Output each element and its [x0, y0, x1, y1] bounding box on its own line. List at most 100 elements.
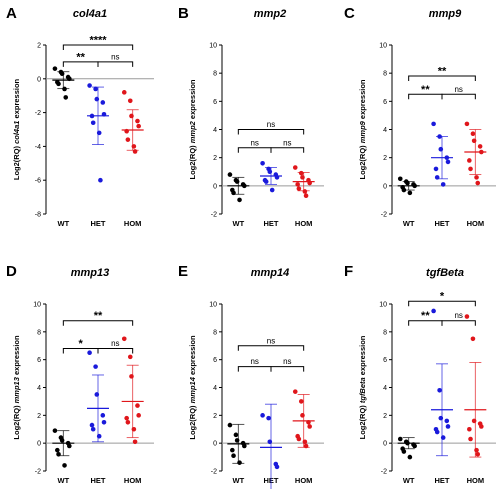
y-tick-label: 6 — [383, 99, 387, 106]
category-label: HOM — [467, 476, 485, 485]
y-tick-label: 4 — [383, 385, 387, 392]
data-point — [227, 172, 233, 177]
data-point — [87, 350, 92, 356]
y-tick-label: -2 — [211, 212, 217, 219]
y-axis-label: Log2(RQ) mmp2 expression — [188, 79, 197, 179]
significance-label: * — [440, 291, 445, 303]
data-point — [96, 130, 102, 136]
data-point — [438, 415, 444, 421]
category-label: HET — [435, 476, 450, 485]
panel-letter: C — [344, 5, 355, 22]
y-axis-label: Log2(RQ) mmp14 expression — [188, 335, 197, 440]
y-tick-label: 0 — [37, 76, 41, 83]
data-point — [94, 96, 100, 102]
y-tick-label: 10 — [379, 43, 387, 50]
data-point — [434, 175, 440, 180]
significance-label: ns — [250, 138, 258, 147]
data-point — [405, 180, 410, 186]
data-point — [121, 90, 127, 95]
data-point — [303, 443, 309, 449]
data-point — [93, 86, 98, 92]
data-point — [101, 111, 107, 117]
data-point — [62, 463, 67, 468]
data-point — [274, 175, 280, 180]
data-point — [296, 436, 302, 442]
data-point — [298, 399, 304, 404]
significance-label: ** — [438, 65, 447, 77]
significance-bracket — [408, 75, 476, 81]
data-point — [267, 439, 273, 445]
data-point — [129, 374, 134, 379]
y-tick-label: -8 — [35, 212, 41, 219]
y-tick-label: 6 — [383, 357, 387, 364]
data-point — [475, 180, 481, 186]
category-label: WT — [57, 476, 69, 485]
data-point — [267, 169, 273, 175]
data-point — [266, 415, 271, 421]
data-point — [440, 182, 446, 187]
data-point — [467, 426, 472, 432]
data-point — [121, 336, 127, 342]
y-tick-label: 2 — [383, 413, 387, 420]
data-point — [300, 413, 305, 418]
data-point — [234, 438, 240, 443]
category-label: HET — [91, 219, 106, 228]
data-point — [269, 187, 275, 193]
data-point — [90, 120, 96, 126]
data-point — [96, 433, 102, 439]
y-tick-label: 4 — [213, 127, 217, 134]
data-point — [98, 177, 103, 183]
data-point — [237, 197, 242, 203]
category-label: WT — [57, 219, 69, 228]
data-point — [471, 138, 477, 144]
panel-title: mmp2 — [254, 8, 286, 20]
y-tick-label: 8 — [37, 329, 41, 336]
data-point — [464, 314, 470, 319]
data-point — [474, 175, 479, 180]
y-axis-label: Log2(RQ) mmp9 expression — [358, 79, 367, 179]
data-point — [407, 454, 413, 460]
category-label: HOM — [124, 219, 142, 228]
data-point — [437, 134, 442, 139]
panel-title: col4a1 — [73, 8, 107, 20]
y-tick-label: -2 — [381, 212, 387, 219]
category-label: HOM — [124, 476, 142, 485]
data-point — [132, 149, 138, 154]
data-point — [479, 424, 484, 429]
panel-letter: A — [6, 5, 17, 22]
data-point — [444, 155, 450, 160]
category-label: WT — [232, 219, 244, 228]
data-point — [101, 419, 107, 425]
panel-title: tgfBeta — [426, 267, 464, 279]
category-label: HOM — [295, 219, 313, 228]
data-point — [242, 443, 247, 449]
data-point — [93, 364, 98, 369]
significance-label: ns — [283, 357, 291, 366]
category-label: WT — [403, 219, 415, 228]
data-point — [230, 447, 235, 453]
panel-title: mmp14 — [251, 267, 290, 279]
data-point — [231, 453, 236, 458]
data-point — [62, 86, 67, 92]
y-tick-label: 4 — [213, 385, 217, 392]
data-point — [274, 464, 280, 470]
significance-bracket — [237, 147, 272, 153]
data-point — [479, 149, 484, 155]
data-point — [260, 413, 265, 418]
data-point — [55, 447, 60, 453]
significance-bracket — [97, 348, 134, 354]
data-point — [242, 183, 247, 189]
significance-bracket — [237, 345, 305, 351]
data-point — [227, 422, 233, 428]
significance-bracket — [62, 320, 134, 326]
y-tick-label: 2 — [213, 155, 217, 162]
category-label: HET — [435, 219, 450, 228]
y-tick-label: 6 — [213, 357, 217, 364]
data-point — [444, 418, 450, 424]
data-point — [468, 436, 473, 442]
